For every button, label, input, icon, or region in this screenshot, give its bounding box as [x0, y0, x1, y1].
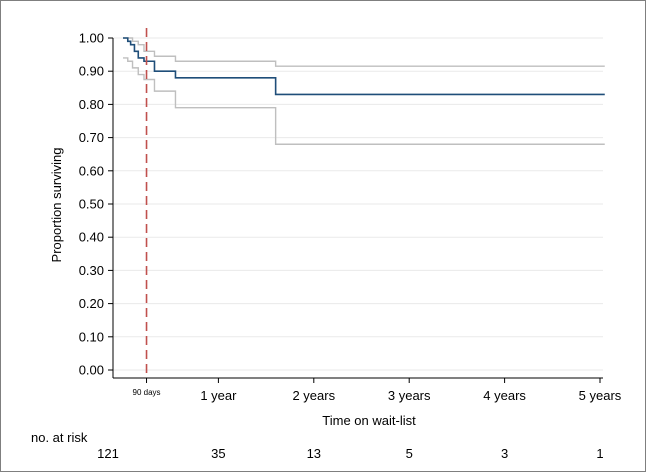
series-line-upper-ci	[123, 37, 605, 67]
risk-value: 3	[501, 446, 508, 461]
reference-layer: 90 days	[133, 28, 161, 397]
series-layer	[123, 37, 605, 145]
x-tick-label: 2 years	[292, 388, 335, 403]
axes-layer	[112, 38, 603, 379]
x-tick-label: 5 years	[579, 388, 622, 403]
y-tick-label: 0.40	[79, 230, 104, 245]
series-line-lower-ci	[123, 57, 605, 145]
x-axis-title: Time on wait-list	[322, 413, 416, 428]
y-tick-label: 0.20	[79, 296, 104, 311]
risk-value: 1	[596, 446, 603, 461]
y-tick-label: 0.50	[79, 197, 104, 212]
y-tick-label: 0.90	[79, 64, 104, 79]
y-tick-label: 0.80	[79, 97, 104, 112]
x-tick-label: 3 years	[388, 388, 431, 403]
x-tick-label: 4 years	[483, 388, 526, 403]
y-ticks: 0.00 0.10 0.20 0.30 0.40 0.50 0.60 0.70 0.80 0.90…	[79, 31, 113, 378]
y-tick-label: 0.60	[79, 163, 104, 178]
risk-value: 13	[307, 446, 321, 461]
x-ticks: 1 year 2 years 3 years 4 years 5 years	[200, 378, 622, 403]
series-line-estimate	[123, 37, 605, 96]
reference-line-label: 90 days	[133, 388, 161, 397]
risk-value: 35	[211, 446, 225, 461]
y-tick-label: 0.10	[79, 329, 104, 344]
risk-table-values: 121 35 13 5 3 1	[97, 446, 603, 461]
x-tick-label: 1 year	[200, 388, 237, 403]
y-axis-title: Proportion surviving	[49, 148, 64, 263]
risk-table-label: no. at risk	[31, 430, 88, 445]
risk-value: 121	[97, 446, 119, 461]
grid-layer	[113, 37, 603, 371]
y-tick-label: 1.00	[79, 31, 104, 46]
y-tick-label: 0.70	[79, 130, 104, 145]
risk-value: 5	[406, 446, 413, 461]
y-tick-label: 0.30	[79, 263, 104, 278]
y-tick-label: 0.00	[79, 363, 104, 378]
